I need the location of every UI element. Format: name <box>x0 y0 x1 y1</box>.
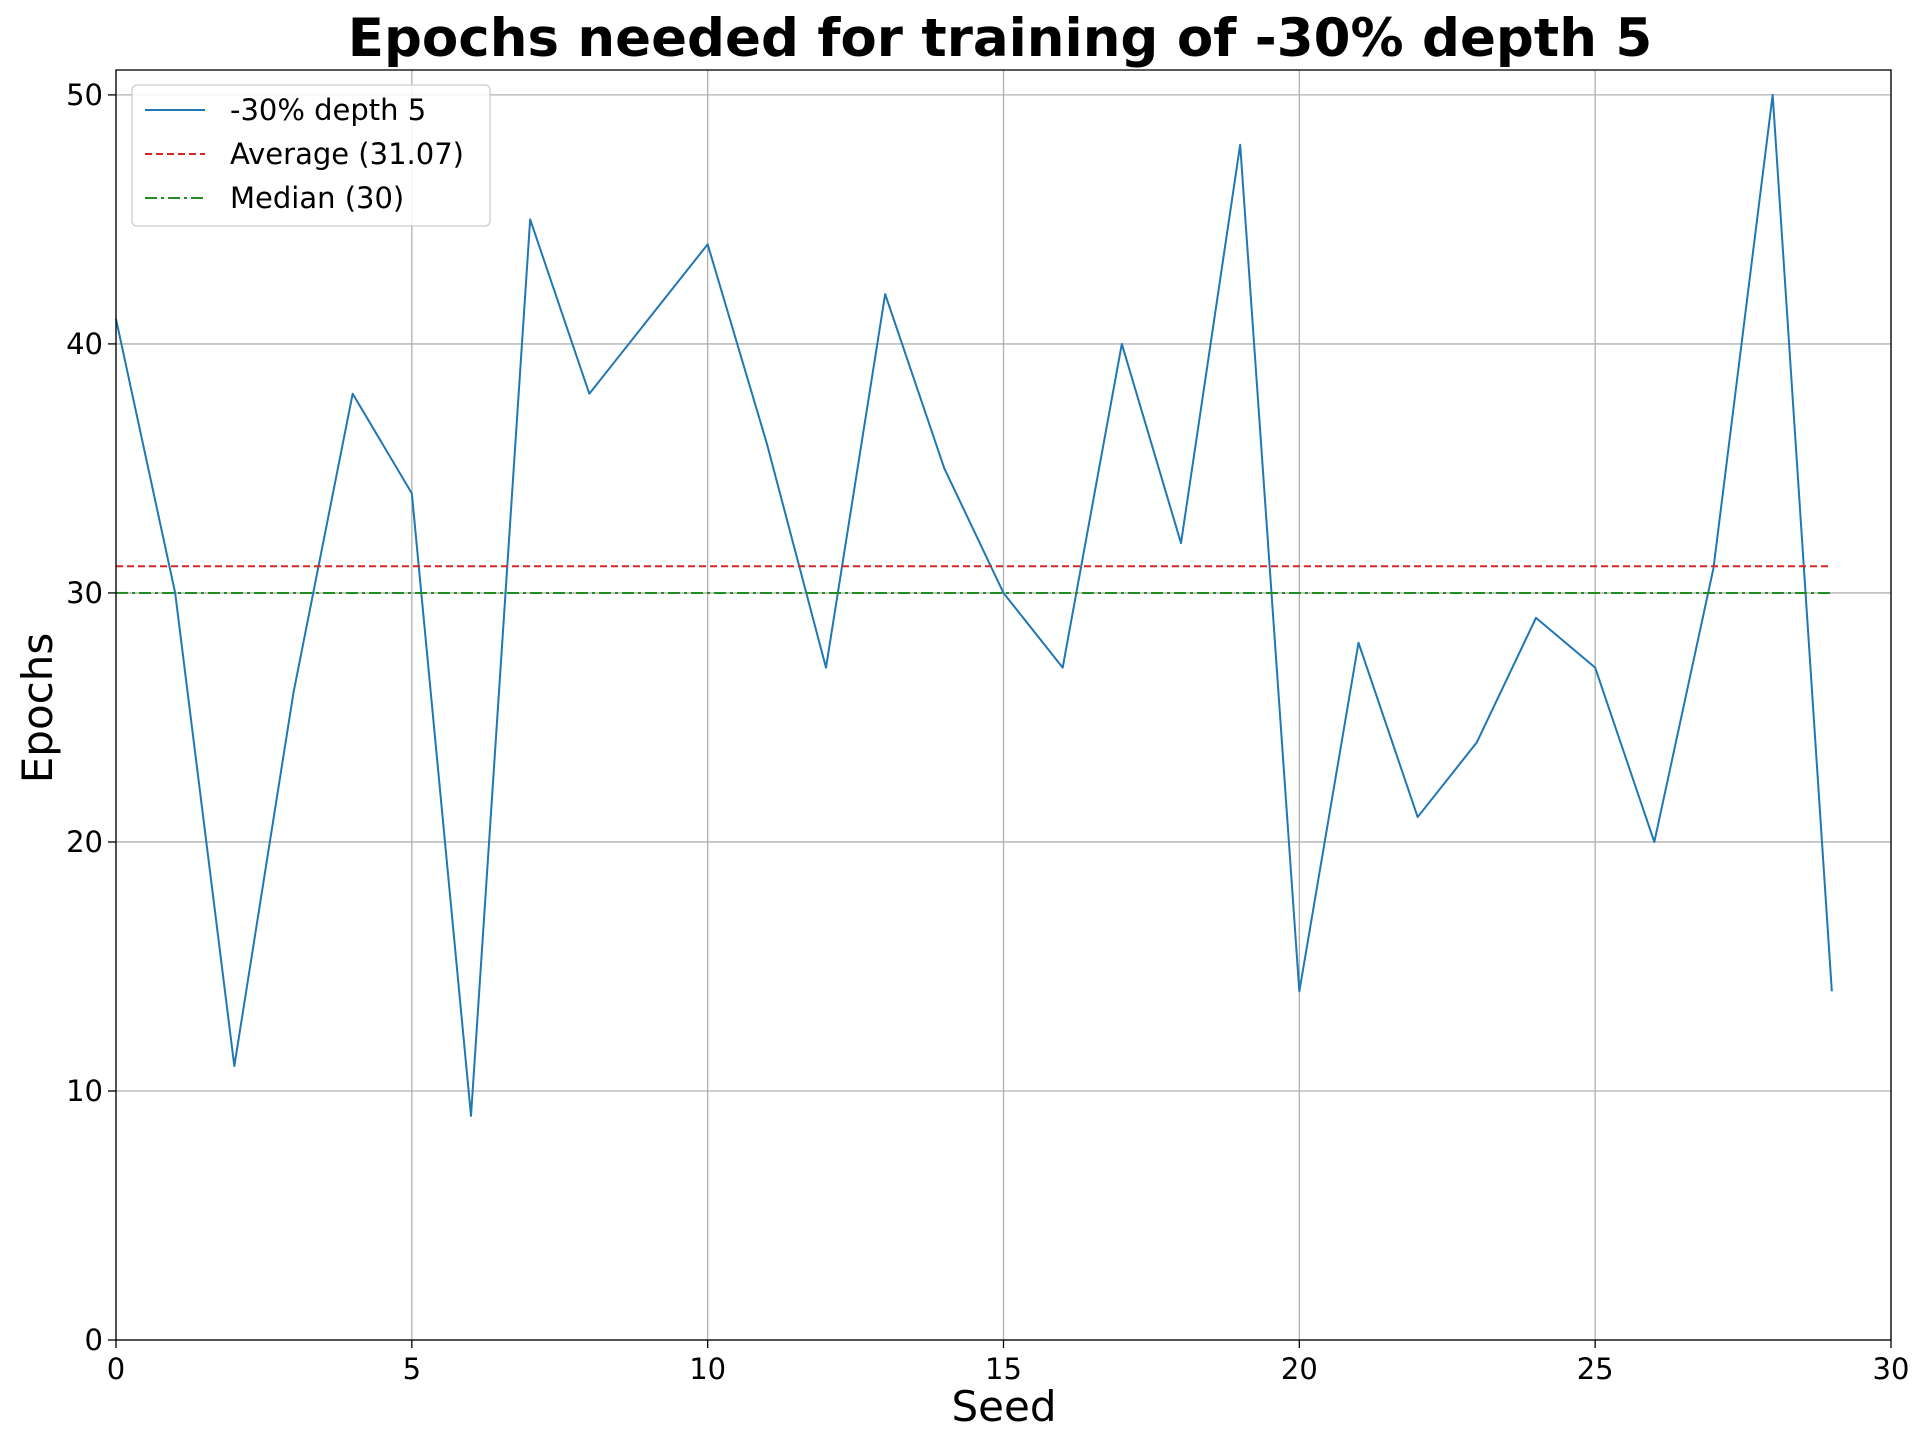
x-tick-label: 10 <box>689 1352 726 1386</box>
x-tick-label: 5 <box>403 1352 421 1386</box>
grid <box>115 70 1892 1341</box>
y-tick-label: 0 <box>85 1323 103 1357</box>
x-tick-label: 30 <box>1873 1352 1910 1386</box>
x-tick-label: 0 <box>107 1352 125 1386</box>
legend: -30% depth 5 Average (31.07) Median (30) <box>131 84 491 227</box>
y-tick-label: 10 <box>66 1074 103 1108</box>
legend-label: Average (31.07) <box>230 137 464 171</box>
y-tick-label: 20 <box>66 825 103 859</box>
y-axis-ticks: 0 10 20 30 40 50 <box>66 78 116 1357</box>
x-axis-ticks: 0 5 10 15 20 25 30 <box>107 1340 1910 1386</box>
chart-title: Epochs needed for training of -30% depth… <box>348 8 1653 69</box>
x-tick-label: 25 <box>1577 1352 1614 1386</box>
legend-box <box>131 84 491 227</box>
y-axis-label: Epochs <box>13 633 62 784</box>
y-tick-label: 40 <box>66 327 103 361</box>
x-axis-label: Seed <box>952 1382 1057 1431</box>
y-tick-label: 50 <box>66 78 103 112</box>
x-tick-label: 20 <box>1281 1352 1318 1386</box>
legend-label: -30% depth 5 <box>230 93 426 127</box>
x-tick-label: 15 <box>985 1352 1022 1386</box>
series-line-0 <box>115 93 1833 1117</box>
y-tick-label: 30 <box>66 576 103 610</box>
legend-label: Median (30) <box>230 181 404 215</box>
series-layer <box>115 93 1833 1117</box>
